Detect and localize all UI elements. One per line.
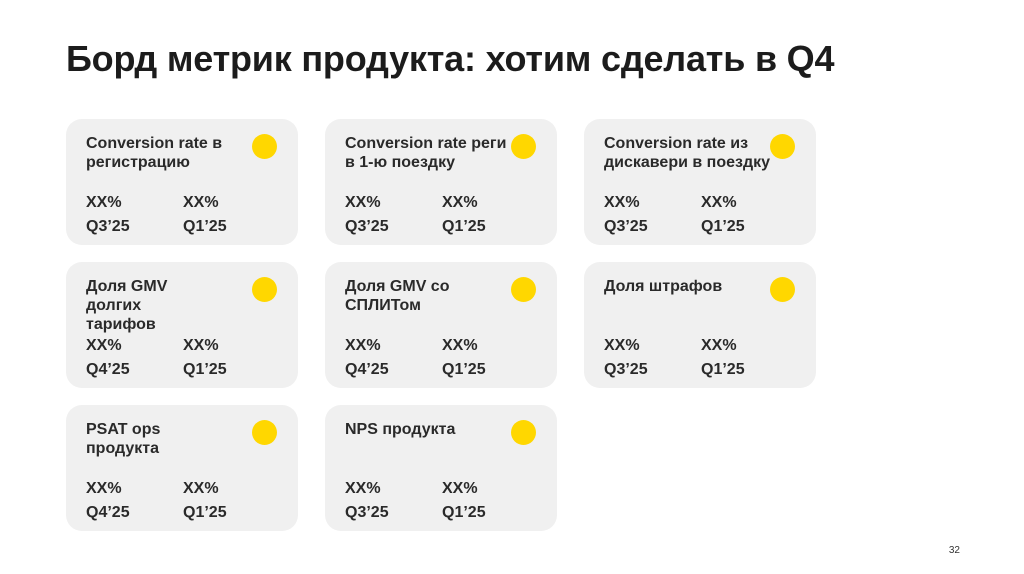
metric-current: XX% Q4’25 xyxy=(86,334,130,382)
metric-period: Q1’25 xyxy=(442,504,486,521)
metric-card-conversion-first-ride: Conversion rate реги в 1-ю поездку XX% Q… xyxy=(325,119,557,245)
metric-value: XX% xyxy=(183,480,219,497)
metric-period: Q3’25 xyxy=(86,218,130,235)
metric-target: XX% Q1’25 xyxy=(183,334,227,382)
metric-value: XX% xyxy=(183,194,219,211)
metric-value: XX% xyxy=(701,194,737,211)
metric-period: Q4’25 xyxy=(86,504,130,521)
metric-value: XX% xyxy=(442,337,478,354)
metric-period: Q1’25 xyxy=(701,218,745,235)
metric-current: XX% Q3’25 xyxy=(86,191,130,239)
metric-value: XX% xyxy=(183,337,219,354)
metric-card-penalties-share: Доля штрафов XX% Q3’25 XX% Q1’25 xyxy=(584,262,816,388)
metric-period: Q1’25 xyxy=(442,218,486,235)
metric-period: Q1’25 xyxy=(183,361,227,378)
metric-current: XX% Q3’25 xyxy=(604,191,648,239)
metric-value: XX% xyxy=(86,337,122,354)
metric-value: XX% xyxy=(701,337,737,354)
metric-target: XX% Q1’25 xyxy=(701,334,745,382)
status-dot-icon xyxy=(511,420,536,445)
metric-card-nps: NPS продукта XX% Q3’25 XX% Q1’25 xyxy=(325,405,557,531)
metric-period: Q3’25 xyxy=(345,504,389,521)
metric-value: XX% xyxy=(345,194,381,211)
page-number: 32 xyxy=(948,545,960,556)
card-title: Conversion rate из дискавери в поездку xyxy=(604,135,771,171)
metric-card-conversion-registration: Conversion rate в регистрацию XX% Q3’25 … xyxy=(66,119,298,245)
status-dot-icon xyxy=(252,134,277,159)
status-dot-icon xyxy=(770,134,795,159)
metric-value: XX% xyxy=(442,194,478,211)
metric-value: XX% xyxy=(345,480,381,497)
metric-target: XX% Q1’25 xyxy=(442,334,486,382)
card-title: Conversion rate в регистрацию xyxy=(86,135,223,171)
metric-card-psat-ops: PSAT ops продукта XX% Q4’25 XX% Q1’25 xyxy=(66,405,298,531)
metric-current: XX% Q3’25 xyxy=(345,477,389,525)
metric-current: XX% Q3’25 xyxy=(345,191,389,239)
card-title: Доля GMV со СПЛИТом xyxy=(345,278,450,314)
metric-target: XX% Q1’25 xyxy=(442,191,486,239)
status-dot-icon xyxy=(252,277,277,302)
metric-target: XX% Q1’25 xyxy=(701,191,745,239)
metric-value: XX% xyxy=(604,337,640,354)
metric-target: XX% Q1’25 xyxy=(183,477,227,525)
card-title: Доля GMV долгих тарифов xyxy=(86,278,168,333)
metric-period: Q1’25 xyxy=(442,361,486,378)
slide-title: Борд метрик продукта: хотим сделать в Q4 xyxy=(66,38,835,79)
card-title: NPS продукта xyxy=(345,421,456,438)
metric-period: Q3’25 xyxy=(345,218,389,235)
metric-card-gmv-split: Доля GMV со СПЛИТом XX% Q4’25 XX% Q1’25 xyxy=(325,262,557,388)
card-title: Conversion rate реги в 1-ю поездку xyxy=(345,135,507,171)
metric-current: XX% Q3’25 xyxy=(604,334,648,382)
metric-value: XX% xyxy=(442,480,478,497)
status-dot-icon xyxy=(770,277,795,302)
metric-target: XX% Q1’25 xyxy=(183,191,227,239)
metric-period: Q1’25 xyxy=(701,361,745,378)
status-dot-icon xyxy=(511,134,536,159)
metric-card-conversion-discovery: Conversion rate из дискавери в поездку X… xyxy=(584,119,816,245)
metric-period: Q3’25 xyxy=(604,361,648,378)
metric-current: XX% Q4’25 xyxy=(345,334,389,382)
metric-period: Q1’25 xyxy=(183,218,227,235)
metric-card-gmv-long-tariffs: Доля GMV долгих тарифов XX% Q4’25 XX% Q1… xyxy=(66,262,298,388)
metric-period: Q4’25 xyxy=(86,361,130,378)
metric-period: Q4’25 xyxy=(345,361,389,378)
status-dot-icon xyxy=(252,420,277,445)
metric-period: Q1’25 xyxy=(183,504,227,521)
card-title: Доля штрафов xyxy=(604,278,723,295)
metric-value: XX% xyxy=(86,194,122,211)
metric-period: Q3’25 xyxy=(604,218,648,235)
metric-value: XX% xyxy=(86,480,122,497)
card-title: PSAT ops продукта xyxy=(86,421,161,457)
metric-value: XX% xyxy=(345,337,381,354)
metric-value: XX% xyxy=(604,194,640,211)
status-dot-icon xyxy=(511,277,536,302)
metric-target: XX% Q1’25 xyxy=(442,477,486,525)
metric-current: XX% Q4’25 xyxy=(86,477,130,525)
